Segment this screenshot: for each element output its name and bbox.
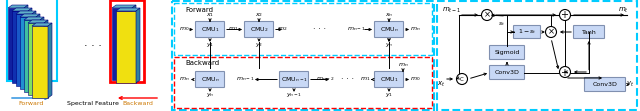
Polygon shape <box>24 17 44 20</box>
Polygon shape <box>24 5 28 80</box>
Polygon shape <box>16 14 32 86</box>
Text: C: C <box>460 76 464 81</box>
Bar <box>174 3 432 55</box>
Text: $x_n$: $x_n$ <box>385 11 393 19</box>
Polygon shape <box>28 20 48 23</box>
FancyBboxPatch shape <box>195 22 225 38</box>
Polygon shape <box>36 14 40 89</box>
Circle shape <box>456 73 467 84</box>
Text: CMU$_1$: CMU$_1$ <box>200 25 220 34</box>
Circle shape <box>545 27 557 38</box>
Polygon shape <box>24 20 40 92</box>
FancyBboxPatch shape <box>244 22 273 38</box>
Polygon shape <box>28 23 44 95</box>
Text: $y_1$: $y_1$ <box>385 91 393 99</box>
Text: $x_t$: $x_t$ <box>437 79 445 89</box>
Text: Spectral Feature: Spectral Feature <box>67 100 119 105</box>
Polygon shape <box>28 8 32 83</box>
Text: $y_n$: $y_n$ <box>206 91 214 99</box>
Text: · · ·: · · · <box>84 41 102 51</box>
Text: $\times$: $\times$ <box>547 27 555 37</box>
Text: $y_1$: $y_1$ <box>206 41 214 49</box>
Polygon shape <box>16 11 36 14</box>
Text: $+$: $+$ <box>561 66 570 77</box>
FancyBboxPatch shape <box>195 71 225 87</box>
Polygon shape <box>112 5 136 8</box>
Text: $m_n$: $m_n$ <box>179 76 189 83</box>
Polygon shape <box>12 11 28 83</box>
FancyBboxPatch shape <box>584 77 625 91</box>
Text: Conv3D: Conv3D <box>593 82 618 87</box>
Polygon shape <box>32 26 48 98</box>
Bar <box>110 0 144 82</box>
Polygon shape <box>12 8 32 11</box>
Text: $m_n$: $m_n$ <box>410 26 420 33</box>
Text: Forward: Forward <box>19 100 44 105</box>
Polygon shape <box>20 17 36 89</box>
Bar <box>174 57 432 108</box>
FancyBboxPatch shape <box>490 65 525 79</box>
Text: $y_{n-1}$: $y_{n-1}$ <box>286 91 302 99</box>
Text: Forward: Forward <box>185 7 213 13</box>
Text: · · ·: · · · <box>341 75 355 84</box>
Text: Backward: Backward <box>123 100 154 105</box>
Text: $m_2$: $m_2$ <box>276 26 287 33</box>
Text: CMU$_1$: CMU$_1$ <box>380 75 398 84</box>
Text: $m_1$: $m_1$ <box>228 26 238 33</box>
FancyBboxPatch shape <box>280 71 308 87</box>
Text: Backward: Backward <box>185 60 219 66</box>
Text: $m_{n-1}$: $m_{n-1}$ <box>347 26 365 33</box>
Text: Sigmoid: Sigmoid <box>494 50 520 55</box>
Text: $y_t$: $y_t$ <box>626 79 634 89</box>
Polygon shape <box>8 8 24 80</box>
Circle shape <box>481 10 493 21</box>
Text: CMU$_n$: CMU$_n$ <box>380 25 399 34</box>
Text: $m_0$: $m_0$ <box>179 26 189 33</box>
Bar <box>437 1 637 110</box>
Text: CMU$_n$: CMU$_n$ <box>200 75 220 84</box>
Polygon shape <box>48 23 52 98</box>
Text: $m_{n-2}$: $m_{n-2}$ <box>316 76 334 83</box>
Text: $m_n$: $m_n$ <box>397 61 408 69</box>
Polygon shape <box>116 11 136 83</box>
Polygon shape <box>112 8 132 80</box>
Polygon shape <box>44 20 48 95</box>
FancyBboxPatch shape <box>490 46 525 59</box>
Bar <box>172 1 434 110</box>
Polygon shape <box>116 8 140 11</box>
FancyBboxPatch shape <box>573 26 605 39</box>
Polygon shape <box>40 17 44 92</box>
Polygon shape <box>132 5 136 80</box>
FancyBboxPatch shape <box>374 22 403 38</box>
Circle shape <box>559 66 570 77</box>
Text: $+$: $+$ <box>561 10 570 21</box>
FancyBboxPatch shape <box>374 71 403 87</box>
Text: Tanh: Tanh <box>582 30 596 35</box>
Text: $s_t$: $s_t$ <box>499 20 506 28</box>
Polygon shape <box>8 5 28 8</box>
Text: $m_{t-1}$: $m_{t-1}$ <box>442 5 461 15</box>
Polygon shape <box>20 14 40 17</box>
Text: $y_n$: $y_n$ <box>385 41 393 49</box>
Text: $m_1$: $m_1$ <box>360 76 370 83</box>
Bar <box>7 0 57 81</box>
Text: $m_{n-1}$: $m_{n-1}$ <box>236 76 254 83</box>
Text: $m_0$: $m_0$ <box>410 76 420 83</box>
Text: CMU$_2$: CMU$_2$ <box>250 25 268 34</box>
Text: $x_2$: $x_2$ <box>255 11 263 19</box>
Text: $y_2$: $y_2$ <box>255 41 263 49</box>
Text: $x_1$: $x_1$ <box>206 11 214 19</box>
Text: $m_t$: $m_t$ <box>618 5 628 15</box>
Polygon shape <box>32 11 36 86</box>
Text: $1-s_t$: $1-s_t$ <box>518 28 536 36</box>
FancyBboxPatch shape <box>513 26 541 39</box>
Text: Conv3D: Conv3D <box>495 70 520 75</box>
Polygon shape <box>32 23 52 26</box>
Circle shape <box>559 10 570 21</box>
Text: CMU$_{n-1}$: CMU$_{n-1}$ <box>280 75 307 84</box>
Text: · · ·: · · · <box>314 25 326 34</box>
Text: $\times$: $\times$ <box>483 10 491 20</box>
Polygon shape <box>136 8 140 83</box>
